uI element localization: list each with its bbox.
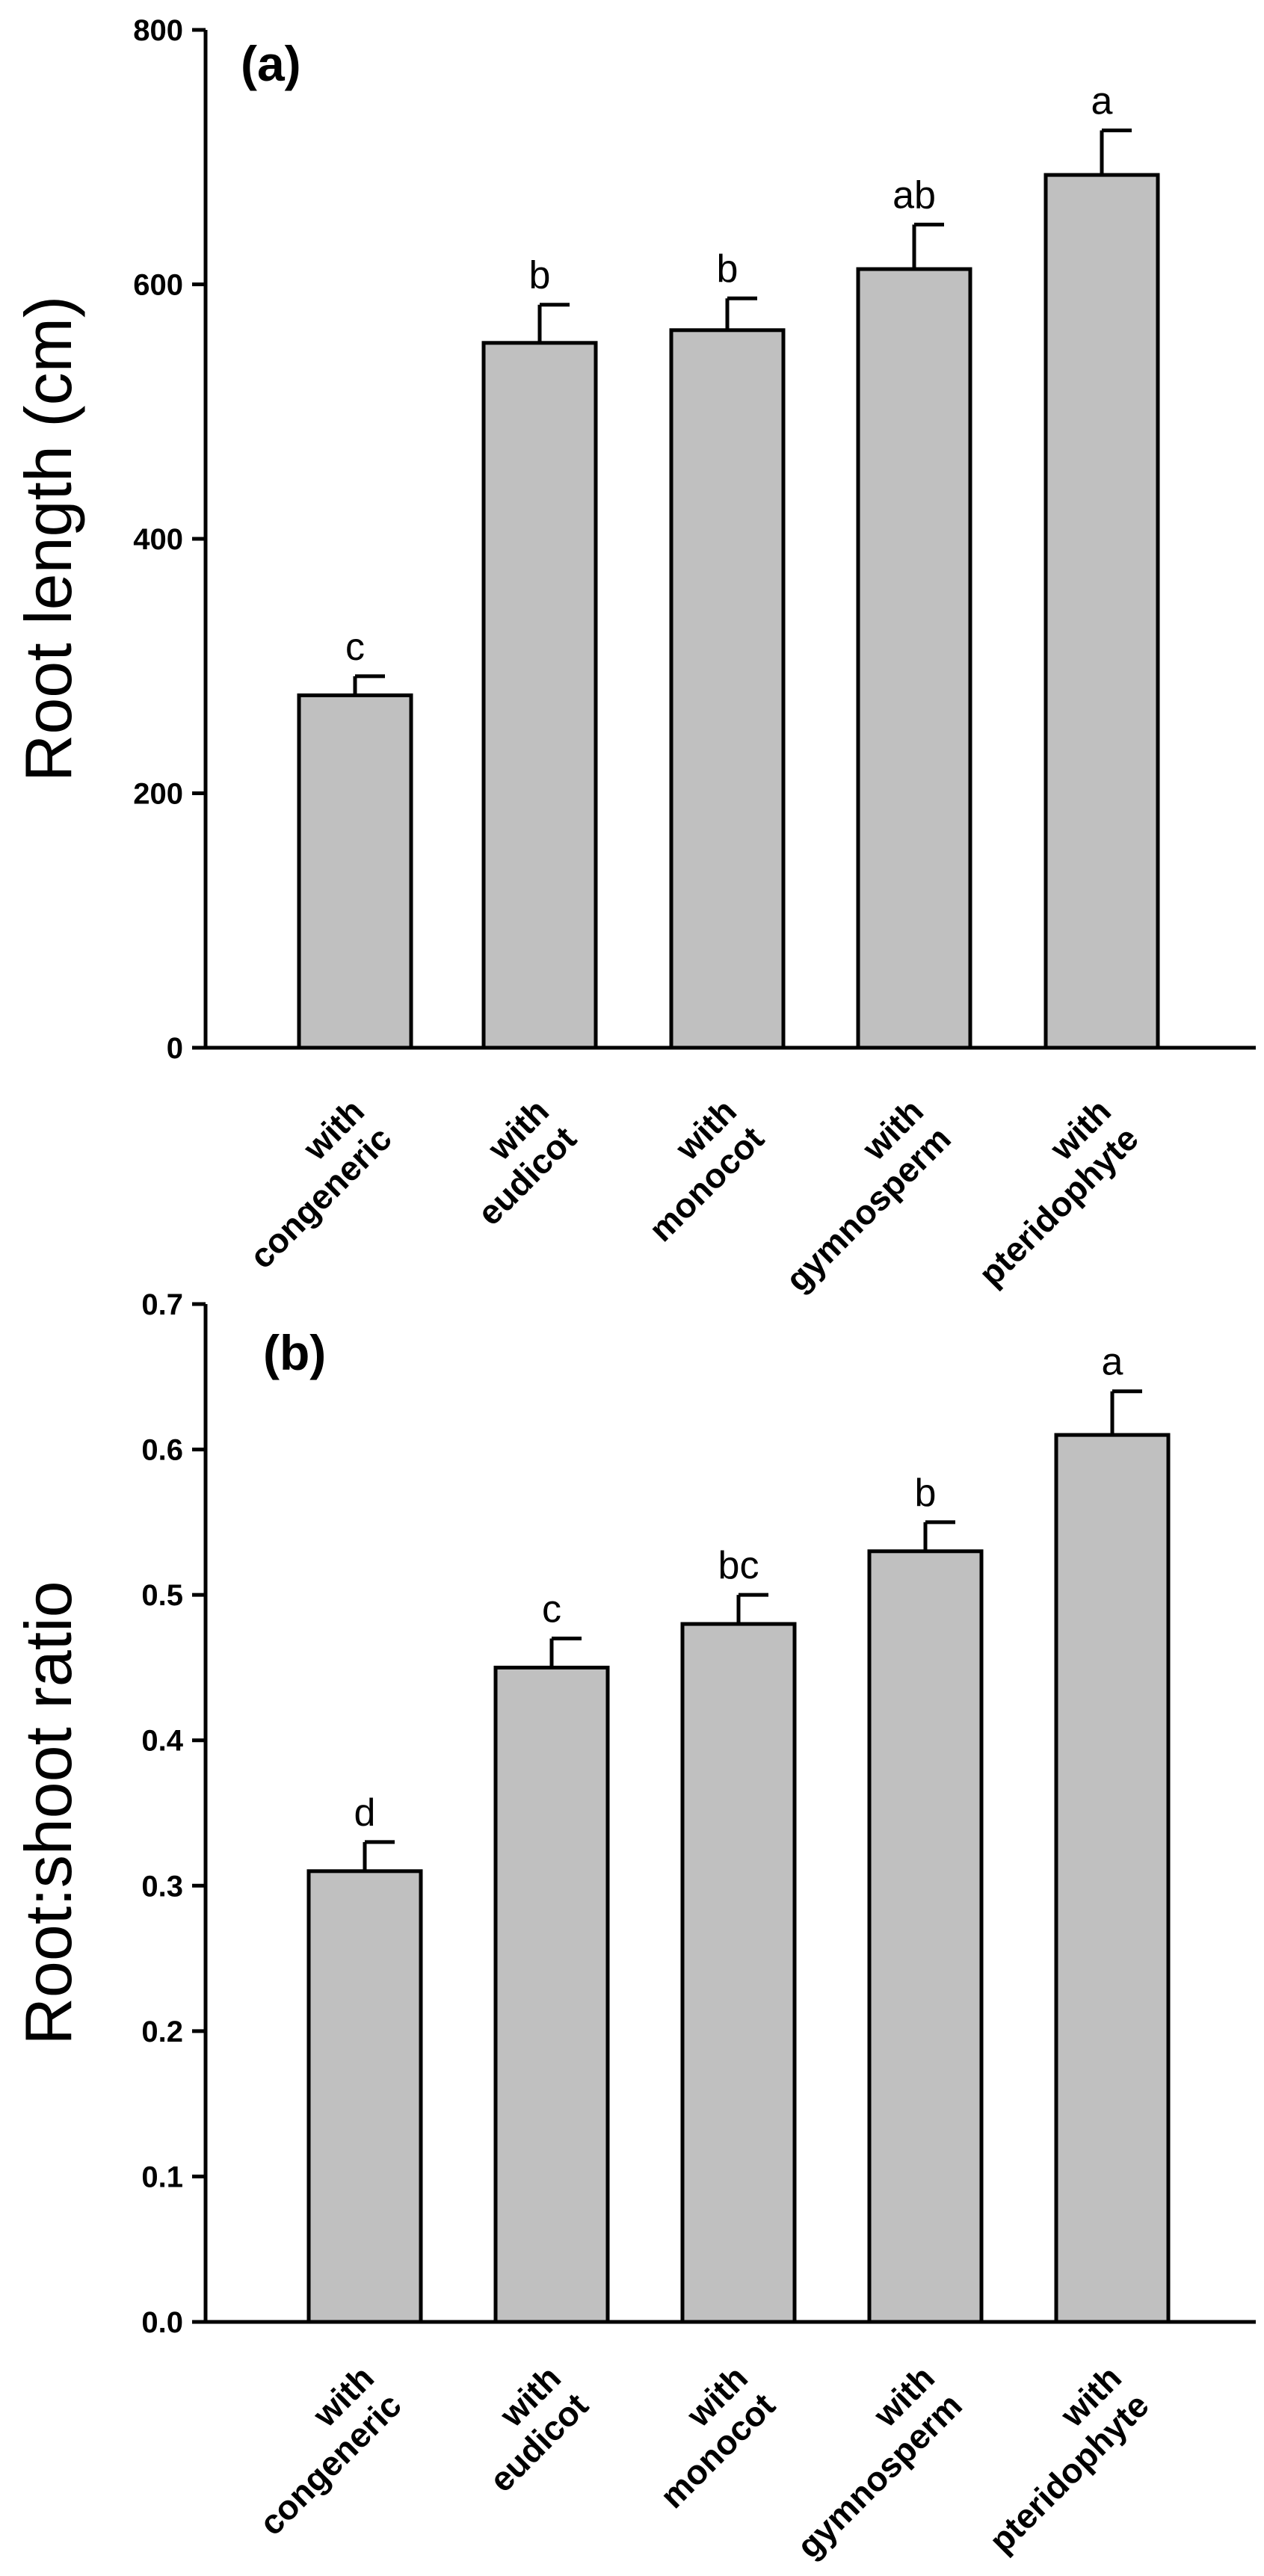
significance-label: bc (718, 1544, 759, 1587)
y-tick-label: 0.7 (141, 1288, 183, 1321)
y-tick-label: 800 (133, 14, 183, 47)
bar (856, 267, 972, 1050)
y-tick-label: 400 (133, 523, 183, 556)
significance-label: c (542, 1588, 561, 1631)
bar (1043, 173, 1160, 1050)
significance-label: a (1102, 1341, 1123, 1384)
y-tick-label: 0.4 (141, 1725, 183, 1758)
significance-label: b (915, 1471, 937, 1515)
panel-b-root-shoot-ratio: 0.0 0.1 0.2 0.3 0.4 0.5 0.6 0.7 Root:shoot ratio… (11, 1288, 1256, 2566)
panel-a-root-length: 0 200 400 600 800 Root length (cm) (a) c withcon… (11, 14, 1256, 1299)
bar (297, 693, 413, 1050)
bar (493, 1665, 610, 2324)
y-tick-label: 0.6 (141, 1434, 183, 1467)
y-tick-label: 0.2 (141, 2016, 183, 2048)
panel-label: (b) (263, 1325, 326, 1380)
bar (306, 1869, 423, 2324)
y-tick-label: 0.5 (141, 1579, 183, 1612)
y-tick-label: 600 (133, 269, 183, 302)
bar (680, 1622, 797, 2324)
panel-label: (a) (241, 36, 301, 91)
significance-label: a (1091, 79, 1113, 123)
significance-label: c (345, 626, 365, 669)
bar (1054, 1433, 1171, 2324)
y-tick-label: 0.0 (141, 2306, 183, 2339)
significance-label: ab (892, 173, 936, 217)
y-tick-label: 0 (167, 1032, 183, 1065)
y-tick-label: 200 (133, 778, 183, 811)
bar (867, 1549, 984, 2324)
significance-label: d (354, 1791, 376, 1835)
y-axis-label: Root length (cm) (11, 296, 85, 782)
significance-label: b (717, 247, 739, 291)
y-tick-label: 0.3 (141, 1870, 183, 1903)
y-tick-label: 0.1 (141, 2160, 183, 2193)
y-axis-label: Root:shoot ratio (11, 1581, 85, 2045)
bar (669, 328, 786, 1050)
bar (481, 341, 598, 1050)
significance-label: b (529, 254, 551, 297)
